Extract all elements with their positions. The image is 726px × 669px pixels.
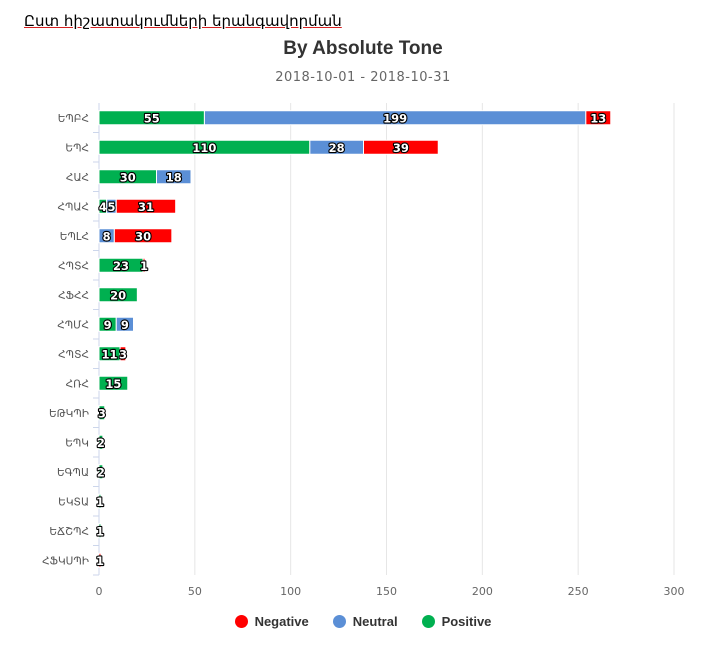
data-label: 2: [97, 465, 105, 479]
category-label: ԵԳՊԱ: [57, 467, 89, 479]
category-label: ՀՌՀ: [66, 378, 89, 390]
bar-segment-negative: [113, 228, 173, 244]
data-label: 199: [383, 111, 407, 125]
data-label: 110: [192, 141, 216, 155]
category-label: ԵՊԲՀ: [58, 113, 89, 125]
bar-segment-negative: [142, 257, 146, 273]
bar-segment-positive: [98, 493, 102, 509]
bar-segment-negative: [585, 110, 612, 126]
data-label: 30: [135, 229, 151, 243]
category-label: ՀՊՏՀ: [58, 260, 89, 272]
legend-label: Negative: [254, 614, 309, 629]
category-label: ՀՊԱՀ: [58, 201, 89, 213]
data-label: 18: [166, 170, 182, 184]
bar-segment-neutral: [156, 169, 192, 185]
legend-marker: [332, 615, 346, 628]
x-tick-label: 300: [664, 585, 685, 598]
x-tick-label: 150: [376, 585, 397, 598]
legend-label: Neutral: [352, 614, 398, 629]
bar-segment-neutral: [115, 316, 134, 332]
category-label: ՀԱՀ: [66, 172, 89, 184]
data-label: 8: [103, 229, 111, 243]
bar-segment-positive: [98, 434, 104, 450]
data-label: 30: [120, 170, 136, 184]
bar-segment-negative: [363, 139, 439, 155]
legend-label: Positive: [441, 614, 492, 629]
x-tick-label: 0: [96, 585, 103, 598]
data-label: 20: [110, 288, 126, 302]
data-label: 31: [138, 200, 154, 214]
legend-item-negative[interactable]: Negative: [234, 614, 309, 629]
bar-segment-positive: [98, 464, 104, 480]
data-label: 28: [329, 141, 345, 155]
category-label: ԵՊԼՀ: [60, 231, 89, 243]
legend-item-neutral[interactable]: Neutral: [332, 614, 398, 629]
category-label: ԵՃՇՊՀ: [49, 526, 89, 538]
data-label: 3: [119, 347, 127, 361]
data-label: 1: [96, 524, 104, 538]
data-label: 3: [98, 406, 106, 420]
x-tick-label: 50: [188, 585, 202, 598]
data-label: 23: [113, 259, 129, 273]
category-label: ԵԹԿՊԻ: [49, 408, 89, 420]
data-label: 1: [96, 495, 104, 509]
legend-item-positive[interactable]: Positive: [421, 614, 492, 629]
data-label: 55: [144, 111, 160, 125]
data-label: 39: [393, 141, 409, 155]
legend-marker: [421, 615, 435, 628]
bar-segment-negative: [98, 552, 102, 568]
category-label: ԵՊՀ: [65, 142, 89, 154]
page-heading: Ըստ հիշատակումների երանգավորման: [24, 12, 342, 30]
x-tick-label: 200: [472, 585, 493, 598]
category-label: ՀՖՀՀ: [58, 290, 89, 302]
bar-segment-positive: [98, 287, 138, 303]
category-label: ԵԿՏԱ: [58, 496, 89, 508]
data-label: 2: [97, 436, 105, 450]
category-label: ՀՖԿՍՊԻ: [42, 555, 89, 567]
chart-legend: Negative Neutral Positive: [0, 614, 726, 629]
bar-segment-negative: [115, 198, 177, 214]
x-tick-label: 100: [280, 585, 301, 598]
category-label: ՀՊՄՀ: [57, 319, 89, 331]
data-label: 1: [140, 259, 148, 273]
data-label: 9: [121, 318, 129, 332]
data-label: 5: [107, 200, 115, 214]
bar-segment-positive: [98, 405, 106, 421]
bar-segment-positive: [98, 375, 129, 391]
category-label: ԵՊԿ: [65, 437, 89, 449]
data-label: 9: [104, 318, 112, 332]
bar-segment-negative: [119, 346, 127, 362]
data-label: 13: [590, 111, 606, 125]
data-label: 15: [105, 377, 121, 391]
legend-marker: [234, 615, 248, 628]
data-label: 1: [96, 554, 104, 568]
data-label: 4: [99, 200, 107, 214]
x-tick-label: 250: [568, 585, 589, 598]
chart-title: By Absolute Tone: [283, 38, 443, 59]
data-label: 11: [102, 347, 118, 361]
chart-subtitle: 2018-10-01 - 2018-10-31: [275, 70, 451, 85]
bar-segment-positive: [98, 523, 102, 539]
category-label: ՀՊՏՀ: [58, 349, 89, 361]
